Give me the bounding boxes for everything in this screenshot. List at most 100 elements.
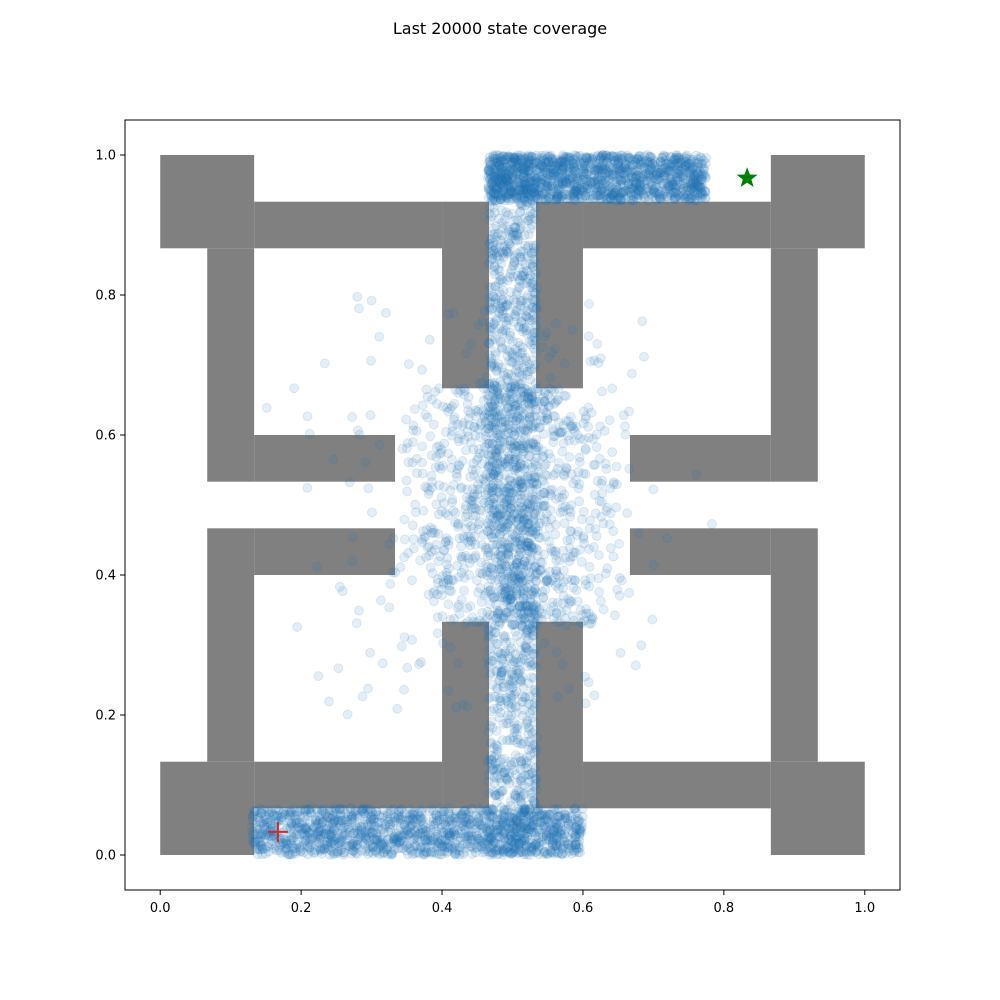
- state-point: [521, 180, 531, 190]
- state-point: [626, 192, 637, 203]
- state-point: [443, 599, 454, 610]
- state-point: [471, 830, 482, 841]
- state-point: [502, 275, 513, 286]
- state-point: [498, 847, 509, 857]
- state-point: [516, 570, 527, 581]
- state-point: [354, 832, 364, 843]
- state-point: [539, 161, 550, 172]
- state-point: [489, 469, 500, 480]
- state-point: [517, 271, 528, 282]
- state-point: [498, 767, 509, 778]
- state-point: [501, 207, 512, 218]
- state-point: [616, 187, 626, 198]
- state-point: [511, 777, 522, 788]
- state-point: [505, 498, 516, 509]
- state-point: [515, 300, 526, 311]
- state-point: [414, 806, 425, 817]
- state-point: [485, 356, 496, 367]
- state-point: [529, 747, 540, 758]
- state-point: [483, 661, 494, 672]
- state-point: [487, 196, 498, 207]
- state-point: [517, 193, 528, 204]
- state-point: [515, 435, 526, 446]
- state-point: [510, 831, 521, 842]
- state-point: [476, 805, 487, 816]
- state-point: [503, 549, 514, 560]
- state-point: [495, 336, 506, 347]
- state-point: [496, 218, 507, 228]
- state-point: [484, 693, 495, 704]
- state-point: [502, 351, 513, 362]
- wall-block-9: [629, 435, 771, 482]
- state-point: [489, 269, 500, 280]
- state-point: [582, 174, 593, 185]
- state-point: [503, 210, 513, 221]
- state-point: [652, 170, 663, 181]
- state-point: [521, 541, 532, 552]
- state-point: [512, 554, 523, 565]
- state-point: [526, 474, 537, 485]
- state-point: [514, 513, 525, 524]
- state-point: [483, 634, 494, 645]
- state-point: [529, 739, 540, 750]
- state-point: [433, 509, 444, 520]
- state-point: [503, 247, 514, 257]
- state-point: [697, 162, 708, 173]
- state-point: [485, 156, 495, 167]
- state-point: [501, 190, 512, 201]
- state-point: [521, 355, 532, 366]
- state-point: [509, 462, 520, 473]
- state-point: [468, 843, 479, 854]
- state-point: [521, 306, 532, 317]
- state-point: [486, 233, 497, 244]
- state-point: [558, 438, 569, 449]
- wall-block-8: [770, 248, 818, 482]
- state-point: [522, 151, 532, 162]
- state-point: [520, 692, 530, 703]
- wall-block-14: [442, 621, 490, 809]
- state-point: [520, 770, 531, 781]
- state-point: [499, 767, 510, 778]
- state-point: [502, 539, 513, 550]
- state-point: [483, 485, 493, 496]
- state-point: [509, 672, 519, 683]
- state-point: [515, 223, 526, 234]
- state-point: [488, 482, 499, 493]
- state-point: [512, 576, 523, 587]
- state-point: [526, 734, 537, 745]
- state-point: [515, 207, 526, 218]
- state-point: [515, 502, 526, 513]
- state-point: [528, 604, 539, 615]
- state-point: [501, 695, 512, 706]
- state-point: [512, 832, 523, 842]
- state-point: [509, 764, 520, 775]
- state-point: [510, 344, 521, 355]
- state-point: [494, 791, 505, 801]
- state-point: [528, 301, 539, 312]
- state-point: [518, 516, 529, 527]
- state-point: [524, 501, 535, 512]
- state-point: [520, 642, 531, 653]
- state-point: [633, 154, 644, 165]
- state-point: [483, 181, 494, 192]
- state-point: [509, 846, 520, 857]
- state-point: [465, 532, 476, 543]
- state-point: [514, 152, 524, 163]
- state-point: [504, 238, 515, 249]
- state-point: [505, 327, 516, 338]
- state-point: [503, 674, 514, 685]
- state-point: [575, 617, 586, 628]
- state-point: [484, 202, 495, 213]
- state-point: [498, 249, 509, 260]
- state-point: [513, 216, 524, 227]
- state-point: [620, 429, 631, 440]
- state-point: [489, 772, 500, 783]
- state-point: [504, 768, 515, 779]
- state-point: [529, 343, 539, 354]
- state-point: [497, 182, 508, 192]
- state-point: [484, 305, 495, 316]
- state-point: [417, 457, 428, 468]
- state-point: [530, 359, 541, 370]
- state-point: [515, 786, 526, 797]
- state-point: [531, 575, 542, 586]
